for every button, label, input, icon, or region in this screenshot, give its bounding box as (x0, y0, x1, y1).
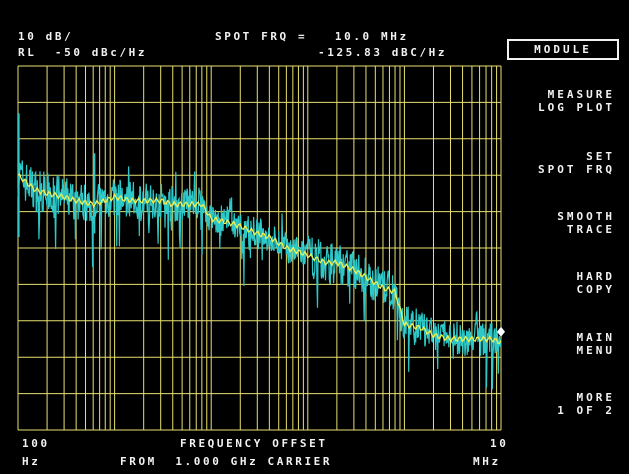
set-spot-freq-softkey[interactable]: SET SPOT FRQ (538, 150, 615, 176)
hard-copy-softkey[interactable]: HARD COPY (576, 270, 615, 296)
spot-frequency-readout: SPOT FRQ = 10.0 MHz (215, 30, 409, 43)
measure-log-plot-softkey[interactable]: MEASURE LOG PLOT (538, 88, 615, 114)
spot-noise-value: -125.83 dBC/Hz (318, 46, 448, 59)
main-menu-softkey[interactable]: MAIN MENU (576, 331, 615, 357)
x-axis-title: FREQUENCY OFFSET (180, 437, 328, 450)
x-stop-unit: MHz (473, 455, 501, 468)
ref-level-readout: RL -50 dBc/Hz (18, 46, 148, 59)
more-1-of-2-softkey[interactable]: MORE 1 OF 2 (557, 391, 615, 417)
x-start-value: 100 (22, 437, 50, 450)
smoothed-trace (17, 173, 502, 345)
spot-frequency-marker (497, 326, 505, 337)
scale-readout: 10 dB/ (18, 30, 74, 43)
module-softkey[interactable]: MODULE (507, 39, 619, 60)
carrier-frequency-label: FROM 1.000 GHz CARRIER (120, 455, 333, 468)
smooth-trace-softkey[interactable]: SMOOTH TRACE (557, 210, 615, 236)
x-stop-value: 10 (490, 437, 509, 450)
x-start-unit: Hz (22, 455, 41, 468)
raw-noise-trace (17, 160, 502, 390)
